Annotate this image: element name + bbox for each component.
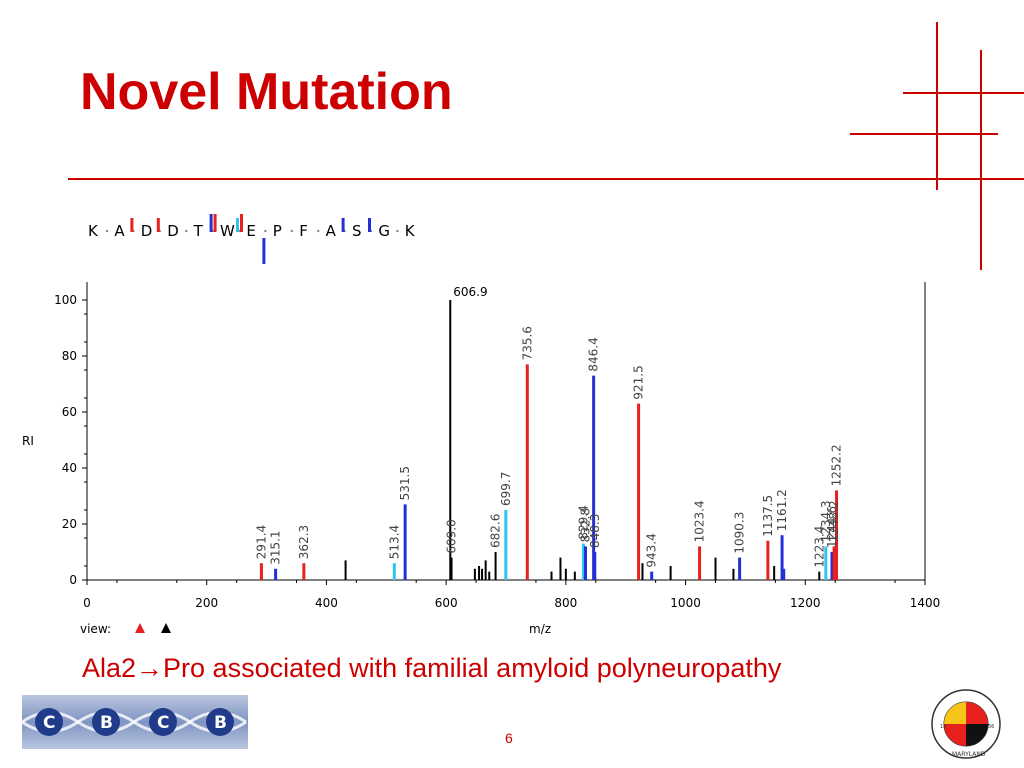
peptide-residue: A	[326, 222, 337, 240]
page-number: 6	[505, 730, 513, 746]
peptide-residue: K	[88, 222, 99, 240]
peptide-residue: K	[405, 222, 416, 240]
residue-separator	[264, 229, 267, 233]
x-tick-label: 1400	[910, 596, 941, 610]
fragment-marker	[240, 214, 243, 232]
peak-label: 1223.4	[812, 526, 826, 568]
residue-separator	[185, 229, 188, 233]
svg-text:56: 56	[988, 724, 994, 730]
peak-label: 829.4	[576, 505, 590, 539]
fragment-marker	[156, 218, 160, 232]
peptide-residue: A	[114, 222, 125, 240]
view-black-triangle-button[interactable]	[161, 623, 171, 633]
fragment-marker	[368, 218, 371, 232]
y-tick-label: 0	[69, 573, 77, 587]
peak-label: 1090.3	[733, 512, 747, 554]
peak-label: 609.0	[445, 519, 459, 553]
decor-line	[980, 50, 982, 270]
peak-label: 846.4	[587, 337, 601, 371]
svg-text:C: C	[43, 713, 55, 733]
fragment-marker	[262, 238, 266, 264]
fragment-marker	[213, 214, 217, 232]
residue-separator	[105, 229, 109, 233]
peak-label: 362.3	[297, 525, 311, 559]
decor-line	[903, 92, 1024, 94]
peptide-residue: D	[141, 222, 153, 240]
peak-label: 1244.6	[825, 506, 839, 548]
peak-label: 315.1	[269, 530, 283, 564]
peptide-residue: S	[352, 222, 362, 240]
svg-text:B: B	[214, 713, 227, 733]
svg-text:18: 18	[940, 724, 946, 730]
peak-label: 682.6	[489, 514, 503, 548]
university-seal-logo: 18 56 MARYLAND	[931, 689, 1001, 759]
x-tick-label: 200	[195, 596, 218, 610]
decor-line	[850, 133, 998, 135]
svg-text:MARYLAND: MARYLAND	[952, 751, 986, 758]
svg-text:B: B	[100, 713, 113, 733]
fragment-marker	[130, 218, 134, 232]
peptide-residue: T	[193, 222, 204, 240]
peak-label: 1137.5	[761, 495, 775, 537]
slide-caption: Ala2→Pro associated with familial amyloi…	[82, 653, 782, 683]
x-tick-label: 1000	[670, 596, 701, 610]
peak-label: 848.3	[588, 514, 602, 548]
residue-separator	[317, 229, 320, 233]
peak-label: 921.5	[632, 365, 646, 399]
decor-line	[936, 22, 938, 190]
peptide-residue: E	[246, 222, 255, 240]
peak-label: 1161.2	[775, 489, 789, 531]
y-tick-label: 20	[62, 517, 77, 531]
fragment-marker	[236, 218, 239, 232]
y-axis-label: RI	[22, 434, 34, 448]
residue-separator	[290, 229, 293, 233]
y-tick-label: 80	[62, 349, 77, 363]
peptide-residue: F	[299, 222, 308, 240]
peak-label: 699.7	[499, 472, 513, 506]
peak-label: 735.6	[520, 326, 534, 360]
peak-label: 291.4	[254, 525, 268, 559]
x-tick-label: 800	[554, 596, 577, 610]
y-tick-label: 40	[62, 461, 77, 475]
title-underline	[68, 178, 1024, 180]
x-tick-label: 1200	[790, 596, 821, 610]
fragment-marker	[209, 214, 213, 232]
residue-separator	[396, 229, 399, 233]
x-tick-label: 600	[435, 596, 458, 610]
slide-title: Novel Mutation	[80, 63, 453, 121]
x-tick-label: 0	[83, 596, 91, 610]
peak-label: 1248.2	[827, 500, 841, 542]
peak-label: 531.5	[398, 466, 412, 500]
y-tick-label: 60	[62, 405, 77, 419]
x-axis-label: m/z	[529, 622, 551, 636]
view-red-triangle-button[interactable]	[135, 623, 145, 633]
peak-label: 832.8	[578, 508, 592, 542]
x-tick-label: 400	[315, 596, 338, 610]
view-label: view:	[80, 622, 111, 636]
svg-text:C: C	[157, 713, 169, 733]
y-tick-label: 100	[54, 293, 77, 307]
peak-label: 1234.3	[819, 500, 833, 542]
cbcb-logo: C B C B	[21, 695, 248, 749]
peptide-residue: G	[378, 222, 390, 240]
peak-label: 513.4	[387, 525, 401, 559]
peak-label: 1023.4	[693, 500, 707, 542]
peptide-residue: D	[167, 222, 179, 240]
peptide-residue: P	[273, 222, 282, 240]
peptide-residue: W	[220, 222, 235, 240]
peak-label: 943.4	[645, 533, 659, 567]
fragment-marker	[341, 218, 345, 232]
peak-label: 606.9	[453, 285, 487, 299]
peak-label: 1252.2	[830, 444, 844, 486]
